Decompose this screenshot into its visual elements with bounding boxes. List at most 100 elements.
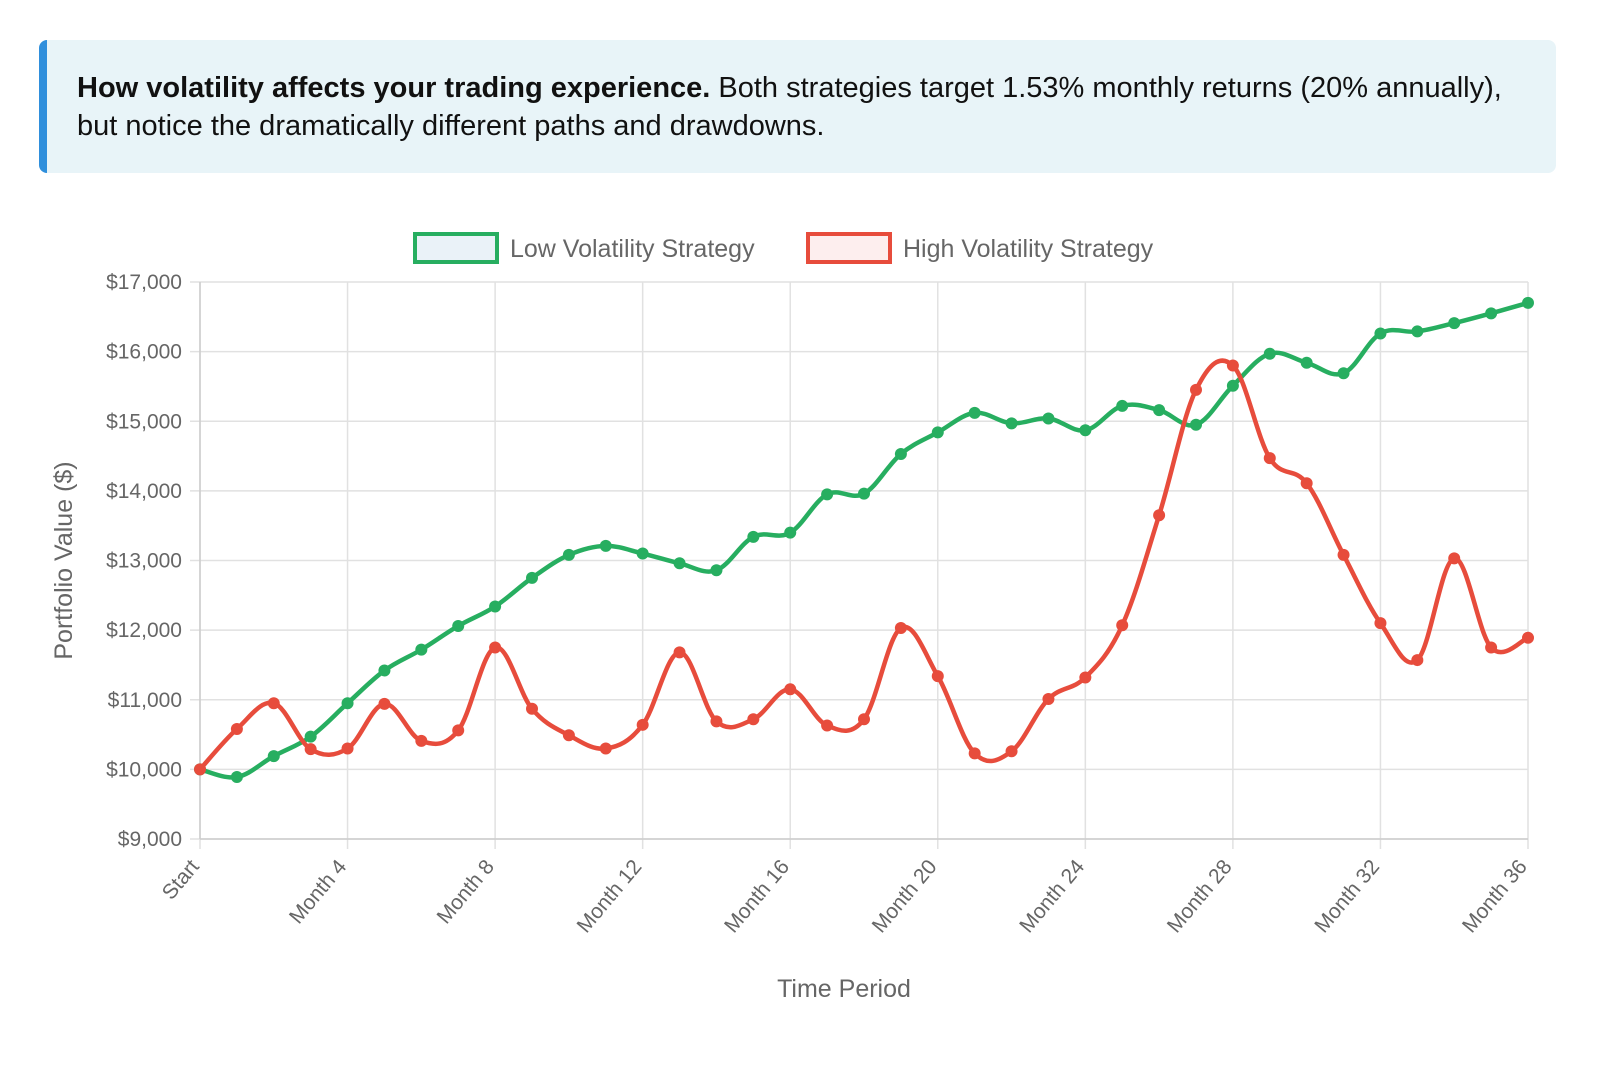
y-tick-label: $13,000 [106,550,182,573]
data-point [267,697,280,710]
data-point [636,547,649,560]
data-point [526,702,538,715]
y-tick-label: $14,000 [106,480,182,503]
data-point [599,742,612,755]
data-point [452,619,465,632]
data-point [784,526,797,539]
x-tick-label: Month 36 [1458,855,1532,937]
x-tick-label: Month 32 [1310,855,1384,937]
info-headline: How volatility affects your trading expe… [77,72,711,104]
data-point [562,548,575,561]
data-point [747,530,760,543]
data-point [378,697,391,710]
data-point [304,743,317,756]
legend-item-high-volatility[interactable]: High Volatility Strategy [806,232,1154,264]
data-point [562,729,575,742]
data-point [1485,307,1498,320]
data-point [673,646,686,659]
data-point [710,715,723,728]
data-point [1411,325,1424,338]
data-point [341,742,354,755]
data-point [1337,548,1350,561]
data-point [1300,356,1313,369]
legend-item-low-volatility[interactable]: Low Volatility Strategy [413,232,755,264]
data-point [1411,654,1424,667]
data-point [821,719,834,732]
y-axis-ticks: $9,000 $10,000 $11,000 $12,000 $13,000 $14,00… [106,271,182,851]
legend-label: Low Volatility Strategy [510,235,755,263]
data-point [747,713,760,726]
data-point [599,539,612,552]
data-point [415,643,428,656]
data-point [1116,619,1129,632]
data-point [489,641,502,654]
data-point [1005,417,1018,430]
data-point [230,722,243,735]
data-point [1300,477,1313,490]
x-tick-label: Month 16 [720,855,794,937]
x-tick-label: Month 24 [1015,855,1089,937]
data-point [415,734,428,747]
data-point [1190,383,1202,396]
data-point [1448,552,1461,565]
data-point [452,724,465,737]
data-point [1485,641,1498,654]
data-point [931,426,944,439]
legend-swatch [806,232,892,264]
data-point [894,447,907,460]
info-callout: How volatility affects your trading expe… [39,40,1556,173]
x-tick-label: Month 8 [433,855,499,928]
x-tick-label: Start [158,855,204,904]
data-point [341,697,354,710]
data-point [378,664,391,677]
data-point [230,771,243,784]
series-high-volatility [194,358,1534,776]
data-point [710,564,723,577]
data-point [858,487,870,500]
data-point [1042,412,1055,425]
data-point [1079,671,1092,684]
data-point [821,488,834,501]
y-tick-label: $12,000 [106,619,182,642]
data-point [267,750,280,763]
y-tick-label: $16,000 [106,341,182,364]
data-point [1522,631,1534,644]
info-body: Both strategies target 1.53% monthly ret… [77,72,1502,142]
data-point [1263,452,1276,465]
data-point [1226,359,1239,372]
x-tick-label: Month 20 [868,855,942,937]
data-point [1116,399,1129,412]
x-axis-ticks: Start Month 4 Month 8 Month 12 Month 16 Month… [158,855,1532,937]
data-point [1374,327,1387,340]
y-tick-label: $17,000 [106,271,182,294]
data-point [1263,347,1276,360]
data-point [858,713,870,726]
data-point [1448,317,1461,330]
data-point [1042,693,1055,706]
data-point [194,763,206,776]
y-axis-title: Portfolio Value ($) [50,461,78,659]
x-tick-label: Month 28 [1163,855,1237,937]
grid [190,281,1529,849]
data-point [489,600,502,613]
data-point [304,730,317,743]
x-tick-label: Month 12 [573,855,647,937]
data-point [1005,745,1018,758]
legend-swatch [413,232,499,264]
series-low-volatility [194,296,1534,784]
y-tick-label: $15,000 [106,410,182,433]
data-point [636,718,649,731]
y-tick-label: $10,000 [106,758,182,781]
y-tick-label: $11,000 [108,689,182,712]
data-point [784,683,797,696]
series-line [198,358,1530,771]
data-point [673,557,686,570]
data-point [1153,404,1166,417]
data-point [526,571,538,584]
data-point [894,622,907,635]
legend[interactable]: Low Volatility Strategy High Volatility S… [413,232,1154,264]
data-point [968,406,981,419]
series [194,296,1534,784]
data-point [1153,509,1166,522]
